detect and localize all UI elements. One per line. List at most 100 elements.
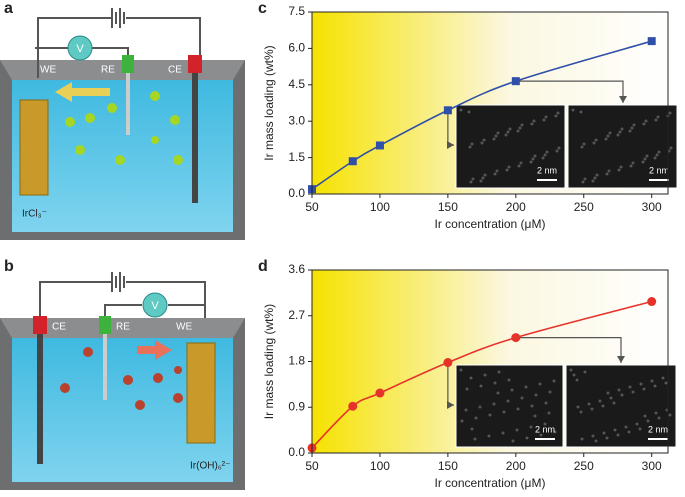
inset-speckle bbox=[496, 131, 500, 135]
inset-speckle bbox=[492, 137, 496, 141]
y-axis-label: Ir mass loading (wt%) bbox=[262, 45, 276, 160]
inset-speckle bbox=[608, 131, 612, 135]
inset-speckle bbox=[657, 150, 661, 154]
inset-speckle bbox=[590, 407, 594, 411]
inset-speckle bbox=[571, 108, 575, 112]
inset-speckle bbox=[583, 177, 587, 181]
inset-speckle bbox=[601, 404, 605, 408]
inset-speckle bbox=[495, 169, 499, 173]
inset-speckle bbox=[641, 160, 645, 164]
inset-speckle bbox=[474, 416, 478, 420]
data-point bbox=[511, 77, 520, 86]
inset-speckle bbox=[506, 130, 510, 134]
data-point bbox=[647, 37, 656, 46]
inset-speckle bbox=[650, 379, 654, 383]
inset-speckle bbox=[635, 422, 639, 426]
inset-speckle bbox=[478, 405, 482, 409]
inset-speckle bbox=[594, 138, 598, 142]
y-axis-label: Ir mass loading (wt%) bbox=[262, 304, 276, 419]
electrode-label: WE bbox=[176, 322, 192, 333]
inset-speckle bbox=[520, 123, 524, 127]
inset-speckle bbox=[529, 425, 533, 429]
inset-speckle bbox=[541, 156, 545, 160]
arrow bbox=[515, 80, 624, 103]
inset-speckle bbox=[581, 180, 585, 184]
data-point bbox=[348, 157, 357, 166]
arrow bbox=[515, 337, 622, 363]
x-tick-label: 100 bbox=[370, 200, 390, 214]
data-point bbox=[375, 388, 385, 398]
inset-speckle bbox=[583, 370, 587, 374]
x-tick-label: 150 bbox=[438, 459, 458, 473]
inset-speckle bbox=[668, 111, 672, 115]
inset-speckle bbox=[479, 179, 483, 183]
y-tick-label: 1.8 bbox=[288, 354, 305, 368]
inset-speckle bbox=[542, 118, 546, 122]
inset-speckle bbox=[644, 119, 648, 123]
scale-label: 2 nm bbox=[535, 424, 555, 434]
meter-label: V bbox=[151, 300, 159, 312]
meter-label: V bbox=[76, 43, 84, 55]
inset-speckle bbox=[459, 368, 463, 372]
arrow-head bbox=[447, 141, 454, 149]
inset-speckle bbox=[469, 180, 473, 184]
inset-speckle bbox=[605, 172, 609, 176]
inset-speckle bbox=[653, 384, 657, 388]
inset-speckle bbox=[516, 407, 520, 411]
electrode-label: WE bbox=[40, 65, 56, 76]
inset-speckle bbox=[627, 430, 631, 434]
inset-speckle bbox=[591, 434, 595, 438]
inset-speckle bbox=[616, 433, 620, 437]
y-tick-label: 0.9 bbox=[288, 399, 305, 413]
arrow-head bbox=[447, 401, 454, 409]
inset-speckle bbox=[624, 425, 628, 429]
arrow-head bbox=[619, 96, 627, 103]
inset-speckle bbox=[543, 153, 547, 157]
x-tick-label: 200 bbox=[506, 459, 526, 473]
inset-speckle bbox=[471, 177, 475, 181]
inset-speckle bbox=[505, 168, 509, 172]
inset-speckle bbox=[488, 413, 492, 417]
inset-speckle bbox=[632, 123, 636, 127]
inset-speckle bbox=[580, 145, 584, 149]
inset-speckle bbox=[617, 388, 621, 392]
inset-speckle bbox=[646, 419, 650, 423]
inset-speckle bbox=[480, 141, 484, 145]
inset-speckle bbox=[530, 404, 534, 408]
panel-label: c bbox=[258, 0, 267, 17]
inset-speckle bbox=[507, 165, 511, 169]
inset-speckle bbox=[620, 393, 624, 397]
inset-speckle bbox=[483, 173, 487, 177]
inset-speckle bbox=[470, 142, 474, 146]
inset-speckle bbox=[664, 381, 668, 385]
inset-speckle bbox=[470, 427, 474, 431]
inset-speckle bbox=[465, 387, 469, 391]
inset-speckle bbox=[607, 169, 611, 173]
inset-speckle bbox=[645, 154, 649, 158]
inset-speckle bbox=[524, 385, 528, 389]
inset-speckle bbox=[575, 378, 579, 382]
inset-speckle bbox=[473, 437, 477, 441]
inset-image bbox=[567, 104, 678, 189]
inset-image bbox=[565, 364, 677, 448]
inset-speckle bbox=[556, 111, 560, 115]
inset-speckle bbox=[544, 401, 548, 405]
inset-speckle bbox=[605, 436, 609, 440]
inset-speckle bbox=[655, 153, 659, 157]
inset-speckle bbox=[497, 370, 501, 374]
inset-speckle bbox=[482, 138, 486, 142]
diagram-b: b CE RE WE V Ir(OH)₆²⁻ bbox=[0, 258, 245, 490]
inset-speckle bbox=[510, 388, 514, 392]
inset-speckle bbox=[548, 390, 552, 394]
inset-speckle bbox=[616, 133, 620, 137]
electrode-label: CE bbox=[52, 322, 66, 333]
inset-speckle bbox=[496, 391, 500, 395]
inset-speckle bbox=[629, 164, 633, 168]
inset-speckle bbox=[620, 127, 624, 131]
inset-speckle bbox=[547, 411, 551, 415]
inset-speckle bbox=[538, 382, 542, 386]
x-tick-label: 50 bbox=[305, 459, 319, 473]
inset-speckle bbox=[493, 381, 497, 385]
y-tick-label: 6.0 bbox=[288, 41, 305, 55]
inset-speckle bbox=[520, 396, 524, 400]
